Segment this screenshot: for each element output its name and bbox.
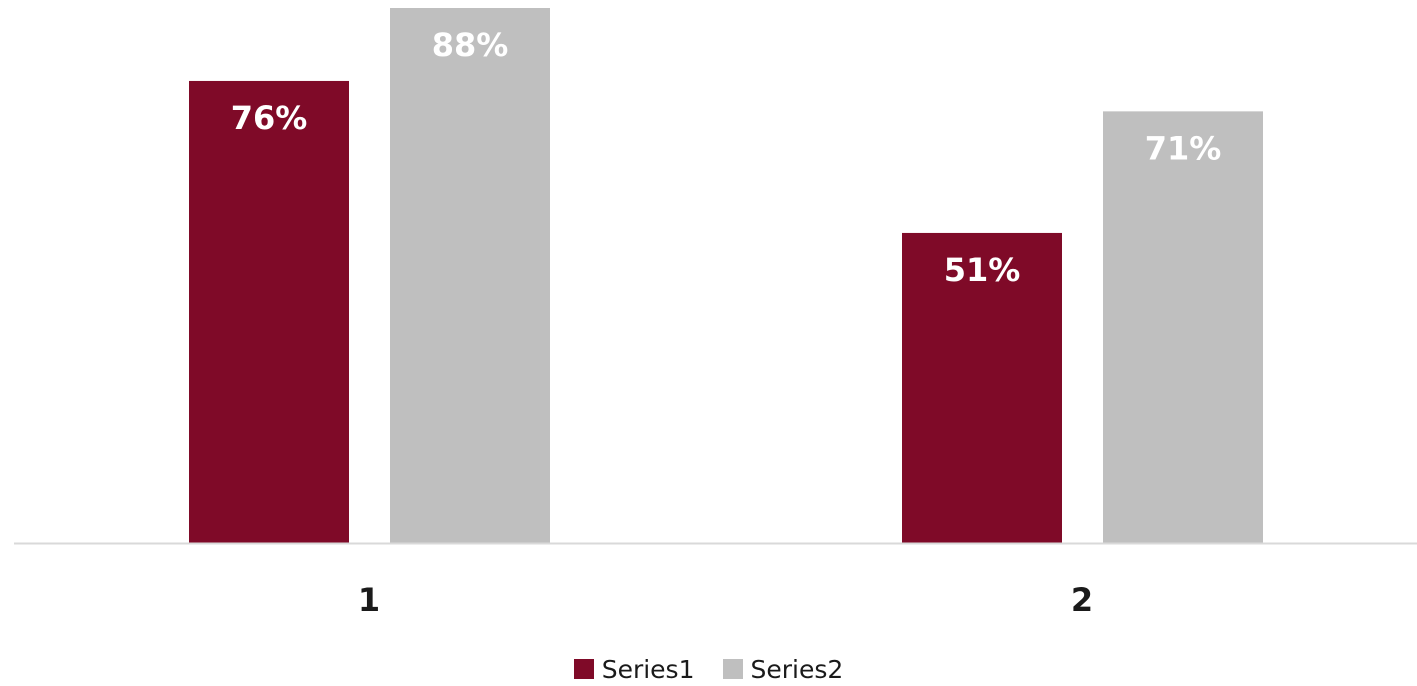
bar-series1-cat1 [189,80,349,544]
category-label-1: 1 [358,581,380,619]
legend-swatch-series1 [573,659,594,679]
legend-swatch-series2 [722,659,743,679]
data-label-series1-cat1: 76% [231,99,308,137]
data-label-series2-cat2: 71% [1145,129,1222,167]
legend-label-series1: Series1 [601,654,695,684]
category-label-2: 2 [1071,581,1093,619]
bar-series2-cat2 [1103,111,1263,544]
legend-label-series2: Series2 [750,654,844,684]
bar-series2-cat1 [390,8,550,543]
legend-item-series2: Series2 [722,654,844,684]
data-label-series2-cat1: 88% [432,26,509,64]
bar-chart: 76% 51% 88% 71% 1 2 [14,8,1417,619]
legend-item-series1: Series1 [573,654,695,684]
bar-series1-cat2 [902,232,1062,543]
data-label-series1-cat2: 51% [944,251,1021,289]
legend: Series1 Series2 [0,652,1417,686]
